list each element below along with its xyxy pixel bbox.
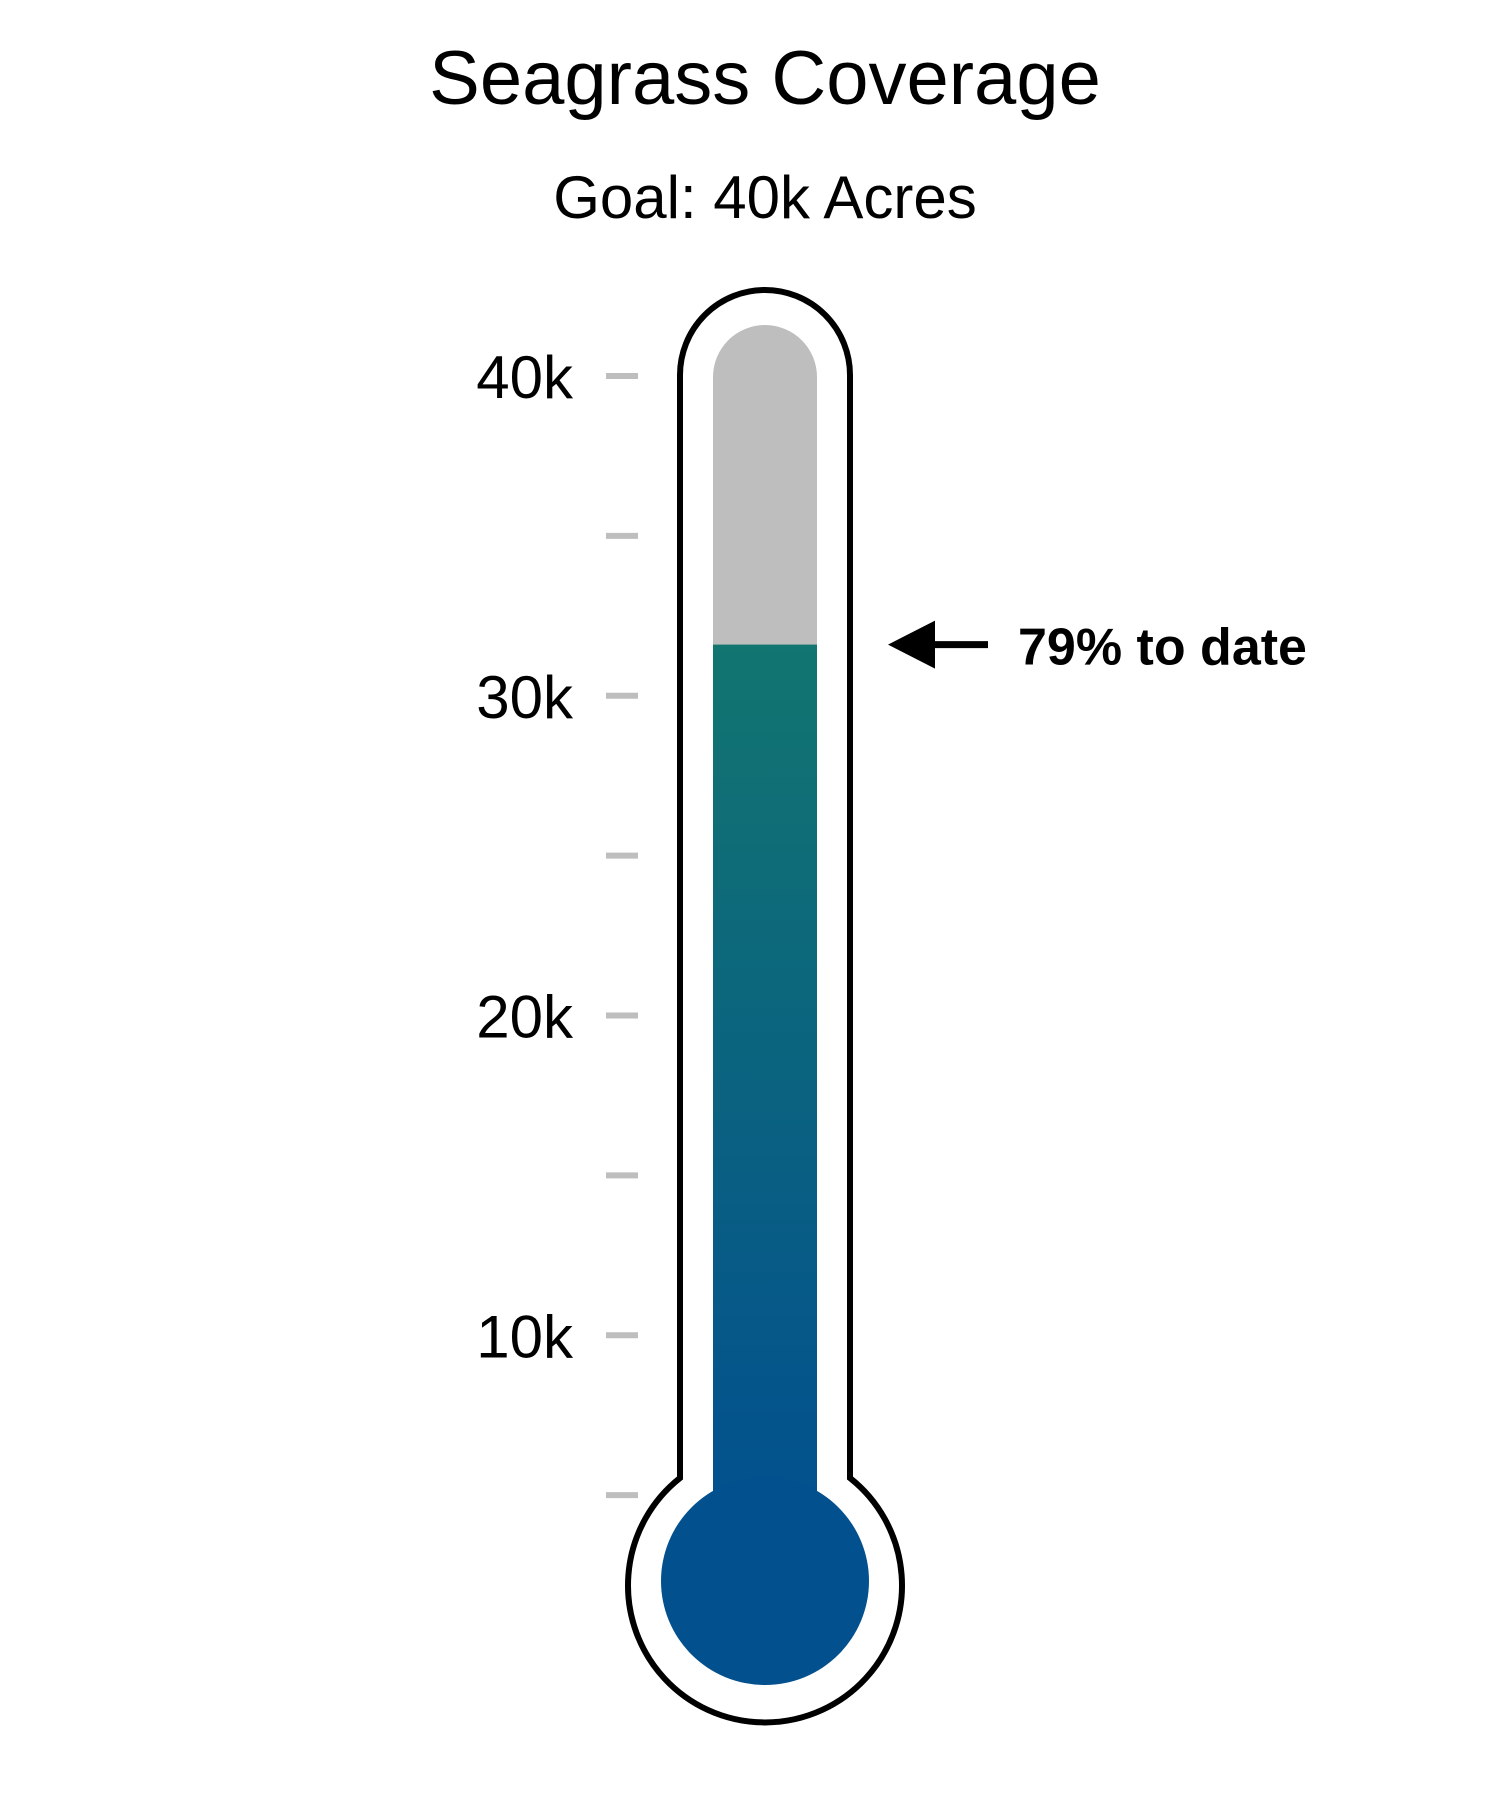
thermometer-bulb [661,1477,869,1685]
tick-label: 10k [476,1303,574,1370]
chart-title: Seagrass Coverage [429,36,1101,121]
tick-label: 30k [476,664,574,731]
chart-subtitle: Goal: 40k Acres [553,164,977,231]
thermometer-fill [713,644,817,1520]
y-axis: 10k 20k 30k 40k [476,344,638,1499]
progress-annotation: 79% to date [888,619,1307,677]
tick-label: 40k [476,344,574,411]
tick-label: 20k [476,984,574,1051]
annotation-label: 79% to date [1018,619,1307,677]
annotation-arrow-head [888,620,935,669]
